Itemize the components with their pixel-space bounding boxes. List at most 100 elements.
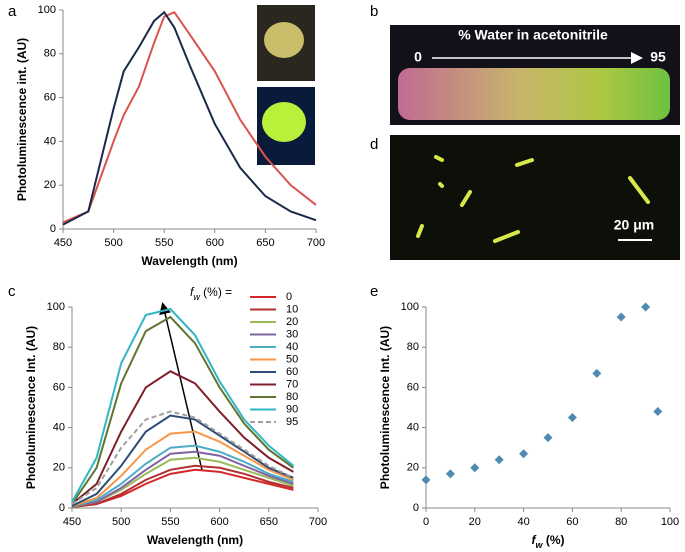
x-tick-label: 550 [155, 237, 173, 249]
point [641, 302, 651, 312]
axis-label: fw (%) = [190, 285, 232, 302]
y-axis-label: Photoluminescence int. (AU) [15, 38, 29, 201]
series-line [71, 370, 294, 505]
x-axis-label: Wavelength (nm) [141, 254, 237, 268]
series-line [71, 410, 294, 505]
x-axis-label: Wavelength (nm) [147, 533, 243, 547]
point [470, 463, 480, 473]
y-axis-label: Photoluminescence Int. (AU) [24, 326, 38, 489]
label-part: w [193, 292, 200, 302]
x-tick-label: 60 [566, 516, 578, 528]
x-tick-label: 700 [307, 237, 325, 249]
y-tick-label: 80 [407, 341, 419, 353]
photo-label: 95 [650, 49, 666, 65]
y-tick-label: 40 [407, 422, 419, 434]
y-tick-label: 40 [53, 422, 65, 434]
crystal [460, 190, 472, 207]
x-tick-label: 650 [256, 237, 274, 249]
y-tick-label: 60 [44, 92, 56, 104]
tube-row [398, 68, 670, 120]
label-part: f [531, 533, 536, 547]
legend-label: 95 [286, 416, 298, 428]
series-line [71, 414, 294, 507]
crystal [416, 224, 424, 238]
photo [390, 135, 680, 260]
x-tick-label: 650 [260, 516, 278, 528]
y-tick-label: 20 [53, 462, 65, 474]
crystal [434, 155, 444, 162]
x-tick-label: 450 [54, 237, 72, 249]
y-tick-label: 100 [401, 301, 419, 313]
y-tick-label: 100 [47, 301, 65, 313]
y-tick-label: 20 [44, 179, 56, 191]
y-tick-label: 20 [407, 462, 419, 474]
y-tick-label: 0 [50, 223, 56, 235]
scale-label: 20 μm [614, 217, 654, 233]
x-tick-label: 100 [661, 516, 679, 528]
x-tick-label: 450 [63, 516, 81, 528]
inset-photo [262, 102, 306, 142]
photo-title: % Water in acetonitrile [458, 27, 608, 43]
point [567, 413, 577, 423]
crystals [416, 155, 650, 243]
panel-label: c [8, 283, 16, 300]
legend-label: 60 [286, 366, 298, 378]
tubes [398, 68, 670, 120]
series-line [71, 315, 294, 505]
point [616, 312, 626, 322]
series-line [71, 444, 294, 507]
label-part: (%) = [200, 285, 232, 299]
axis-label: fw (%) [531, 533, 564, 550]
y-tick-label: 0 [59, 502, 65, 514]
panel-label: e [370, 283, 378, 300]
point [421, 475, 431, 485]
crystal [515, 158, 534, 167]
panel-label: d [370, 136, 378, 153]
x-tick-label: 40 [517, 516, 529, 528]
series-line [71, 307, 295, 503]
x-tick-label: 550 [161, 516, 179, 528]
x-tick-label: 0 [423, 516, 429, 528]
x-tick-label: 20 [469, 516, 481, 528]
y-axis-label: Photoluminescence Int. (AU) [378, 326, 392, 489]
legend-label: 0 [286, 291, 292, 303]
y-tick-label: 60 [53, 381, 65, 393]
crystal [438, 182, 444, 188]
point [543, 433, 553, 443]
y-tick-label: 0 [413, 502, 419, 514]
panel-label: a [8, 3, 17, 20]
series-line [71, 464, 294, 508]
point [592, 368, 602, 378]
legend-label: 20 [286, 316, 298, 328]
point [445, 469, 455, 479]
label-part: w [535, 540, 543, 550]
x-tick-label: 600 [210, 516, 228, 528]
legend-label: 30 [286, 328, 298, 340]
series-line [71, 450, 294, 507]
legend-label: 70 [286, 378, 298, 390]
photo-label: 0 [414, 49, 422, 65]
inset-photo [264, 22, 304, 58]
x-tick-label: 700 [309, 516, 327, 528]
panel-label: b [370, 3, 378, 20]
y-tick-label: 100 [38, 4, 56, 16]
crystal [628, 176, 650, 204]
series-line [62, 10, 317, 226]
series-line [62, 10, 317, 224]
label-part: (%) [543, 533, 565, 547]
legend-label: 90 [286, 403, 298, 415]
point [494, 455, 504, 465]
series-line [71, 430, 294, 507]
legend-label: 40 [286, 341, 298, 353]
legend-label: 80 [286, 391, 298, 403]
trend-arrow [159, 302, 203, 471]
x-tick-label: 600 [206, 237, 224, 249]
label-part: f [190, 285, 195, 299]
y-tick-label: 40 [44, 135, 56, 147]
point [653, 407, 663, 417]
y-tick-label: 80 [44, 48, 56, 60]
crystal [493, 230, 520, 243]
x-tick-label: 80 [615, 516, 627, 528]
y-tick-label: 60 [407, 381, 419, 393]
